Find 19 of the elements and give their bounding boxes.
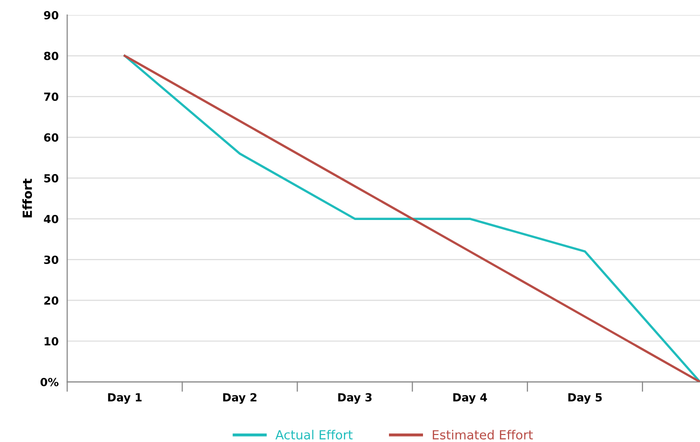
y-tick-label: 20 [44, 296, 58, 305]
y-tick-label: 70 [44, 92, 58, 101]
y-tick-label: 60 [44, 133, 58, 142]
x-tick-label: Day 5 [568, 393, 602, 404]
y-tick-label: 0% [40, 378, 59, 386]
y-tick-label: 90 [44, 11, 58, 20]
y-tick-label: 30 [44, 256, 58, 264]
x-tick-label: Day 1 [108, 393, 142, 404]
line-series [124, 54, 700, 382]
y-tick-label: 50 [44, 174, 58, 182]
y-tick-label: 80 [44, 52, 58, 60]
y-tick-label: 10 [44, 337, 58, 346]
x-tick-label: Day 2 [223, 393, 256, 404]
x-tick-label: Day 4 [453, 393, 487, 404]
legend-label: Estimated Effort [432, 430, 533, 440]
y-tick-label: 40 [44, 214, 58, 224]
y-axis-title: Effort [22, 178, 32, 218]
legend-label: Actual Effort [275, 430, 353, 440]
x-tick-label: Day 3 [338, 393, 372, 404]
